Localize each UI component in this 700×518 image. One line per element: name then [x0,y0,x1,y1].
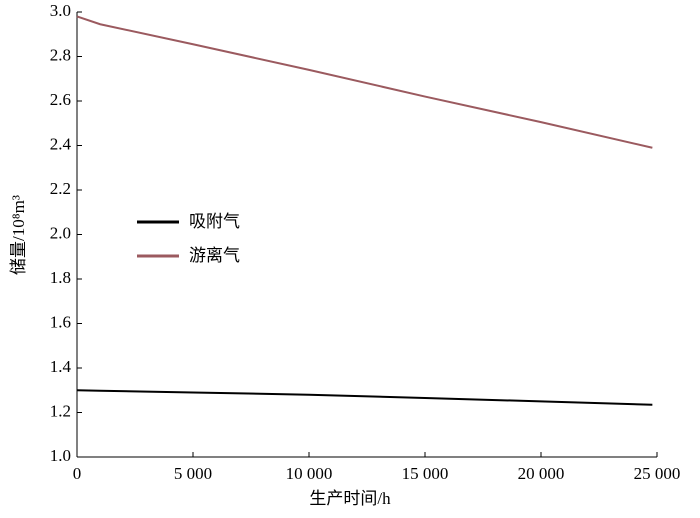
y-tick-label: 2.8 [50,45,71,64]
y-tick-label: 2.6 [50,90,71,109]
y-tick-label: 1.4 [50,357,72,376]
x-tick-label: 10 000 [286,464,333,483]
y-tick-label: 2.4 [50,134,72,153]
y-tick-label: 2.0 [50,223,71,242]
legend-label: 游离气 [189,246,240,266]
x-tick-label: 25 000 [634,464,681,483]
series-line [76,15,653,149]
series-line [76,389,653,406]
y-axis-label: 储量/10⁸m³ [9,195,28,275]
y-tick-label: 1.8 [50,268,71,287]
y-tick-label: 1.6 [50,312,71,331]
legend-label: 吸附气 [189,212,240,232]
y-tick-label: 1.0 [50,446,71,465]
x-axis-label: 生产时间/h [309,489,391,508]
x-tick-label: 15 000 [402,464,449,483]
y-tick-label: 1.2 [50,401,71,420]
y-tick-label: 2.2 [50,179,71,198]
x-tick-label: 0 [73,464,82,483]
x-tick-label: 20 000 [518,464,565,483]
y-tick-label: 3.0 [50,1,71,20]
x-tick-label: 5 000 [174,464,212,483]
